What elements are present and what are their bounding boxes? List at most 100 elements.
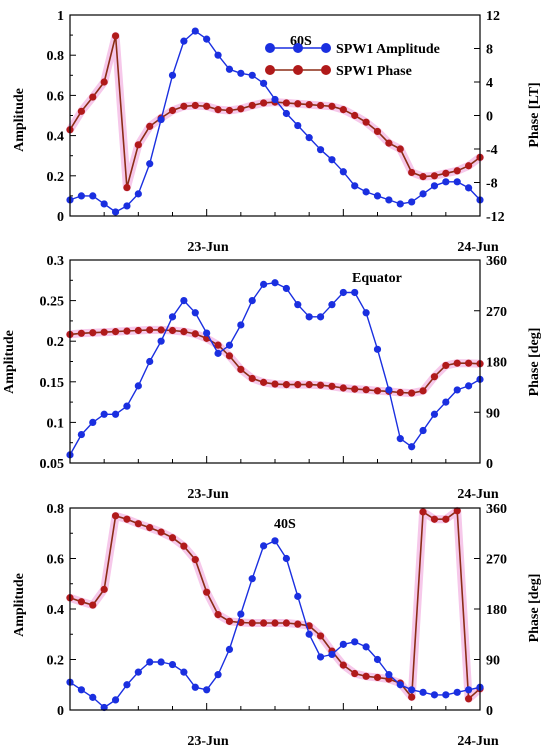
phase-point bbox=[339, 384, 347, 392]
panel-equator: Equator Amplitude Phase [deg] 0.05 0.1 0.1… bbox=[2, 254, 542, 502]
amplitude-point bbox=[123, 202, 131, 210]
amplitude-point bbox=[465, 686, 473, 694]
amplitude-series bbox=[66, 27, 484, 216]
phase-point bbox=[225, 106, 234, 115]
amplitude-point bbox=[100, 200, 108, 208]
amplitude-point bbox=[465, 382, 473, 390]
amplitude-point bbox=[214, 671, 222, 679]
phase-point bbox=[430, 515, 439, 523]
amplitude-point bbox=[77, 430, 85, 439]
phase-point bbox=[465, 359, 473, 367]
legend-phase-marker bbox=[265, 65, 275, 75]
x-tick-label-24-jun: 24-Jun bbox=[457, 240, 498, 255]
amplitude-point bbox=[225, 645, 234, 654]
amplitude-point bbox=[465, 184, 473, 192]
y-tick-label-left: 0.25 bbox=[40, 295, 65, 310]
phase-point bbox=[442, 169, 450, 177]
amplitude-point bbox=[203, 35, 211, 43]
x-tick-label-24-jun: 24-Jun bbox=[457, 487, 498, 502]
phase-point bbox=[214, 341, 222, 349]
amplitude-point bbox=[385, 671, 393, 679]
amplitude-point bbox=[237, 69, 245, 77]
phase-point bbox=[248, 101, 256, 110]
phase-point bbox=[134, 520, 142, 528]
amplitude-point bbox=[419, 688, 427, 696]
amplitude-point bbox=[203, 686, 211, 694]
phase-point bbox=[225, 617, 234, 625]
phase-point bbox=[203, 588, 211, 596]
plot-frame bbox=[69, 507, 481, 711]
amplitude-point bbox=[339, 288, 347, 297]
legend-phase-marker bbox=[321, 65, 331, 75]
amplitude-point bbox=[453, 178, 461, 186]
amplitude-point bbox=[180, 668, 188, 676]
legend-amplitude-marker bbox=[293, 43, 303, 53]
amplitude-point bbox=[134, 382, 142, 390]
amplitude-point bbox=[442, 691, 450, 699]
amplitude-point bbox=[362, 643, 370, 651]
phase-point bbox=[316, 101, 325, 110]
x-ticks bbox=[69, 456, 481, 463]
amplitude-point bbox=[294, 121, 302, 130]
phase-point bbox=[89, 329, 97, 337]
amplitude-point bbox=[351, 182, 359, 190]
phase-point bbox=[316, 381, 325, 389]
y-tick-label-left: 0.8 bbox=[47, 49, 65, 64]
y-tick-label-right: -8 bbox=[486, 177, 498, 192]
y-tick-label-left: 0.3 bbox=[47, 254, 65, 269]
amplitude-point bbox=[214, 349, 222, 357]
y-tick-label-right: 0 bbox=[486, 704, 493, 719]
y-tick-label-right: 12 bbox=[486, 9, 500, 24]
y-tick-label-right: 270 bbox=[486, 553, 507, 568]
panel-label-equator: Equator bbox=[352, 271, 402, 286]
y-axis-label-right: Phase [deg] bbox=[527, 328, 542, 397]
y-ticks-left: 0 0.2 0.4 0.6 0.8 bbox=[47, 502, 76, 719]
phase-point bbox=[100, 78, 108, 86]
amplitude-point bbox=[168, 313, 177, 321]
amplitude-point bbox=[373, 655, 382, 664]
amplitude-point bbox=[180, 297, 188, 305]
phase-point bbox=[351, 669, 359, 678]
amplitude-point bbox=[123, 402, 131, 410]
amplitude-point bbox=[89, 418, 97, 426]
phase-point bbox=[373, 387, 382, 395]
amplitude-point bbox=[408, 443, 416, 451]
legend-amplitude-marker bbox=[321, 43, 331, 53]
x-ticks bbox=[69, 209, 481, 216]
plot-frame bbox=[69, 259, 481, 464]
panel-60s: 60S Amplitude Phase [LT] 00.20.40.60.81 … bbox=[12, 9, 542, 255]
amplitude-point bbox=[157, 115, 165, 124]
amplitude-point bbox=[373, 192, 382, 200]
phase-point bbox=[225, 352, 234, 360]
y-tick-label-right: 270 bbox=[486, 305, 507, 320]
phase-point bbox=[282, 619, 290, 627]
x-tick-label-23-jun: 23-Jun bbox=[187, 487, 228, 502]
amplitude-point bbox=[396, 681, 404, 689]
phase-point bbox=[282, 381, 290, 389]
phase-point bbox=[328, 382, 336, 390]
amplitude-point bbox=[294, 301, 302, 309]
x-tick-labels: 23-Jun 24-Jun bbox=[187, 487, 498, 502]
phase-point bbox=[248, 619, 256, 627]
amplitude-point bbox=[168, 660, 177, 669]
amplitude-point bbox=[419, 426, 427, 435]
phase-point bbox=[385, 139, 393, 147]
y-tick-label-right: 360 bbox=[486, 502, 507, 517]
phase-point bbox=[146, 326, 154, 334]
phase-point bbox=[373, 127, 382, 136]
amplitude-point bbox=[453, 688, 461, 696]
amplitude-point bbox=[260, 280, 268, 288]
y-axis-label-left: Amplitude bbox=[12, 88, 27, 152]
y-tick-label-left: 0.15 bbox=[40, 376, 65, 391]
y-tick-label-right: 0 bbox=[486, 457, 493, 472]
amplitude-point bbox=[191, 27, 199, 35]
amplitude-point bbox=[157, 337, 165, 345]
phase-point bbox=[271, 380, 279, 388]
amplitude-point bbox=[77, 192, 85, 200]
amplitude-point bbox=[89, 192, 97, 200]
phase-point bbox=[134, 141, 142, 149]
amplitude-point bbox=[157, 658, 165, 666]
phase-point bbox=[214, 611, 222, 619]
y-tick-label-right: -4 bbox=[486, 143, 498, 158]
phase-point bbox=[77, 598, 85, 606]
